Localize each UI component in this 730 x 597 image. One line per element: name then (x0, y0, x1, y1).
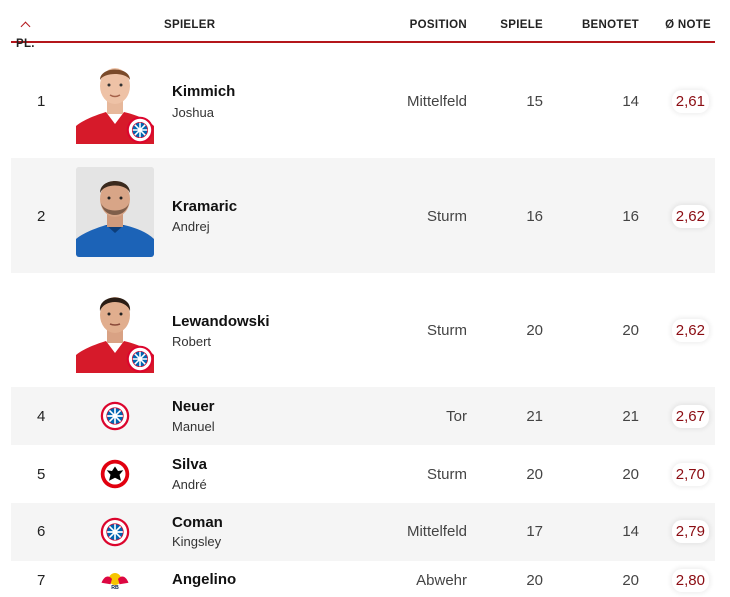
table-row[interactable]: 6 Coman Kingsley Mittelfeld 17 14 2,79 (11, 503, 715, 561)
average-grade: 2,62 (671, 319, 709, 342)
rank: 5 (37, 466, 46, 483)
player-first-name: Robert (172, 334, 212, 349)
player-last-name[interactable]: Neuer (172, 398, 215, 415)
table-row[interactable]: 1 Kimmich Joshua Mittelfeld 15 14 2,61 (11, 44, 715, 158)
player-position: Abwehr (416, 572, 467, 589)
bayern-munich-crest-icon (100, 401, 130, 431)
average-grade: 2,62 (671, 205, 709, 228)
games-rated: 21 (622, 408, 639, 425)
player-position: Sturm (426, 322, 467, 339)
games-played: 15 (526, 93, 543, 110)
rank: 6 (37, 523, 46, 540)
player-first-name: André (172, 477, 207, 492)
player-position: Sturm (426, 466, 467, 483)
player-column-label[interactable]: SPIELER (164, 19, 216, 31)
average-grade: 2,70 (671, 463, 709, 486)
games-played: 21 (526, 408, 543, 425)
eintracht-frankfurt-crest-icon (100, 459, 130, 489)
player-last-name[interactable]: Kimmich (172, 83, 236, 100)
average-grade-column-label[interactable]: Ø NOTE (665, 19, 711, 31)
games-played: 20 (526, 466, 543, 483)
player-position: Tor (446, 408, 467, 425)
player-last-name[interactable]: Kramaric (172, 198, 238, 215)
average-grade: 2,80 (671, 569, 709, 592)
rank-column-label: PL. (16, 38, 35, 50)
games-rated: 20 (622, 466, 639, 483)
rank: 7 (37, 572, 46, 589)
average-grade: 2,79 (671, 520, 709, 543)
player-last-name[interactable]: Angelino (172, 571, 237, 588)
position-column-label[interactable]: POSITION (409, 19, 467, 31)
player-first-name: Kingsley (172, 534, 222, 549)
games-rated: 20 (622, 572, 639, 589)
games-played: 20 (526, 572, 543, 589)
player-last-name[interactable]: Silva (172, 456, 208, 473)
sort-by-rank[interactable]: PL. (16, 19, 35, 50)
player-first-name: Joshua (172, 105, 214, 120)
average-grade: 2,61 (671, 90, 709, 113)
rated-column-label[interactable]: BENOTET (581, 19, 639, 31)
rank: 2 (37, 208, 46, 225)
player-photo (76, 54, 154, 144)
rb-leipzig-crest-icon (100, 567, 130, 591)
player-first-name: Manuel (172, 419, 215, 434)
games-played: 16 (526, 208, 543, 225)
table-row[interactable]: 5 Silva André Sturm 20 20 2,70 (11, 445, 715, 503)
chevron-up-icon (20, 21, 31, 32)
average-grade: 2,67 (671, 405, 709, 428)
table-header: PL. SPIELER POSITION SPIELE BENOTET Ø NO… (11, 0, 715, 50)
games-rated: 16 (622, 208, 639, 225)
table-row[interactable]: 2 Kramaric Andrej Sturm 16 16 2,62 (11, 158, 715, 273)
games-rated: 14 (622, 523, 639, 540)
player-position: Mittelfeld (406, 523, 467, 540)
player-photo (76, 167, 154, 257)
table-row[interactable]: 7 Angelino Abwehr 20 20 2,80 (11, 561, 715, 597)
bayern-munich-crest-icon (100, 517, 130, 547)
games-rated: 14 (622, 93, 639, 110)
rank: 1 (37, 93, 46, 110)
rank: 4 (37, 408, 46, 425)
games-played: 20 (526, 322, 543, 339)
table-row[interactable]: Lewandowski Robert Sturm 20 20 2,62 (11, 273, 715, 387)
player-position: Mittelfeld (406, 93, 467, 110)
player-first-name: Andrej (172, 219, 210, 234)
player-position: Sturm (426, 208, 467, 225)
player-photo (76, 283, 154, 373)
games-played: 17 (526, 523, 543, 540)
table-row[interactable]: 4 Neuer Manuel Tor 21 21 2,67 (11, 387, 715, 445)
games-rated: 20 (622, 322, 639, 339)
player-last-name[interactable]: Lewandowski (172, 313, 270, 330)
games-column-label[interactable]: SPIELE (500, 19, 543, 31)
player-last-name[interactable]: Coman (172, 514, 223, 531)
